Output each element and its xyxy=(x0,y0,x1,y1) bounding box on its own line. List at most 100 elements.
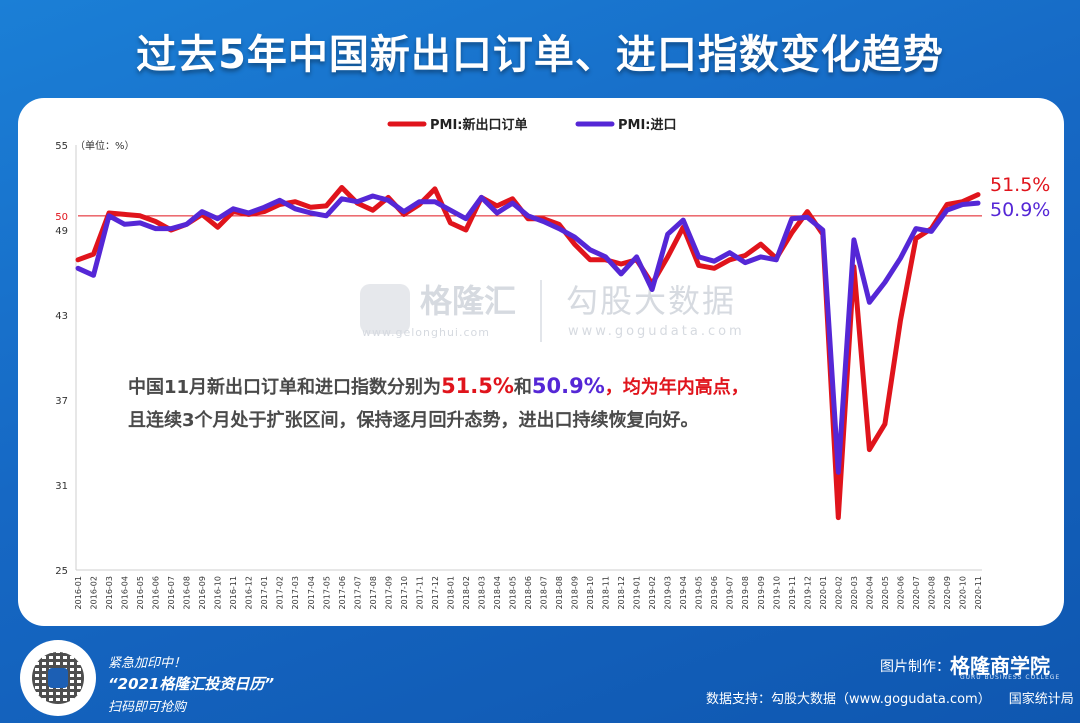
y-tick-label: 55 xyxy=(55,141,68,152)
x-tick-label: 2020-08 xyxy=(927,576,936,609)
y-unit-label: （单位：%） xyxy=(75,139,135,152)
x-tick-label: 2020-05 xyxy=(881,576,890,609)
x-tick-label: 2016-12 xyxy=(245,576,254,609)
watermark-divider xyxy=(540,280,542,342)
x-tick-label: 2017-08 xyxy=(369,576,378,609)
x-tick-label: 2016-04 xyxy=(121,576,130,609)
annotation-import-value: 50.9% xyxy=(531,374,605,398)
annotation-line-1: 中国11月新出口订单和进口指数分别为51.5%和50.9%，均为年内高点， xyxy=(128,370,749,404)
x-tick-label: 2019-11 xyxy=(788,576,797,609)
maker-brand-sub: GURU BUSINESS COLLEGE xyxy=(960,674,1061,681)
y-tick-label: 43 xyxy=(55,311,68,322)
watermark-brand-1: 格隆汇 xyxy=(420,282,517,320)
page-title: 过去5年中国新出口订单、进口指数变化趋势 xyxy=(136,32,944,78)
x-tick-label: 2018-02 xyxy=(462,576,471,609)
x-tick-label: 2019-05 xyxy=(695,576,704,609)
x-tick-label: 2020-06 xyxy=(896,576,905,609)
x-tick-label: 2017-05 xyxy=(322,576,331,609)
promo-line-3: 扫码即可抢购 xyxy=(108,700,187,715)
qr-center-logo xyxy=(48,668,68,688)
x-tick-label: 2020-07 xyxy=(912,576,921,609)
chart-panel: 格隆汇 www.gelonghui.com 勾股大数据 www.gogudata… xyxy=(18,98,1064,626)
data-source: 数据支持：勾股大数据（www.gogudata.com） 国家统计局 xyxy=(706,688,1074,707)
end-value-label-2: 50.9% xyxy=(990,199,1050,221)
x-tick-label: 2018-10 xyxy=(586,576,595,609)
x-tick-label: 2017-07 xyxy=(353,576,362,609)
x-tick-label: 2019-12 xyxy=(803,576,812,609)
line-chart: 25 31 37 43 49 50 55 （单位：%） 2016-01 2016-02 2016-0… xyxy=(55,117,1050,609)
x-tick-label: 2017-12 xyxy=(431,576,440,609)
watermark-site-1: www.gelonghui.com xyxy=(362,326,490,339)
maker-label: 图片制作： xyxy=(880,659,950,675)
legend-label-1: PMI:新出口订单 xyxy=(430,117,528,133)
x-tick-label: 2018-06 xyxy=(524,576,533,609)
gelonghui-watermark-logo xyxy=(360,284,410,334)
x-tick-label: 2018-05 xyxy=(508,576,517,609)
x-tick-label: 2017-06 xyxy=(338,576,347,609)
x-tick-label: 2016-07 xyxy=(167,576,176,609)
end-value-label-1: 51.5% xyxy=(990,174,1050,196)
x-tick-label: 2016-02 xyxy=(90,576,99,609)
x-tick-label: 2019-09 xyxy=(757,576,766,609)
x-tick-label: 2019-06 xyxy=(710,576,719,609)
x-tick-label: 2016-11 xyxy=(229,576,238,609)
x-tick-label: 2017-02 xyxy=(276,576,285,609)
y-tick-label: 37 xyxy=(55,396,68,407)
x-tick-label: 2016-05 xyxy=(136,576,145,609)
x-tick-label: 2019-10 xyxy=(772,576,781,609)
x-tick-label: 2020-04 xyxy=(865,576,874,609)
x-tick-label: 2017-09 xyxy=(384,576,393,609)
x-tick-label: 2017-10 xyxy=(400,576,409,609)
annotation-line-2: 且连续3个月处于扩张区间，保持逐月回升态势，进出口持续恢复向好。 xyxy=(128,410,699,431)
x-tick-label: 2020-11 xyxy=(974,576,983,609)
source-text: 数据支持：勾股大数据（www.gogudata.com） xyxy=(706,692,991,707)
y-tick-label: 50 xyxy=(55,212,68,223)
x-tick-label: 2018-09 xyxy=(571,576,580,609)
chart-annotation: 中国11月新出口订单和进口指数分别为51.5%和50.9%，均为年内高点， 且连… xyxy=(128,370,749,437)
x-tick-label: 2019-02 xyxy=(648,576,657,609)
series-line-2 xyxy=(75,193,981,475)
x-tick-label: 2019-01 xyxy=(633,576,642,609)
x-tick-label: 2017-11 xyxy=(415,576,424,609)
qr-code[interactable] xyxy=(20,640,96,716)
x-tick-label: 2017-01 xyxy=(260,576,269,609)
maker-brand-logo: 格隆商学院 xyxy=(950,654,1050,678)
x-tick-label: 2019-08 xyxy=(741,576,750,609)
x-tick-label: 2016-01 xyxy=(74,576,83,609)
promo-line-2: “2021格隆汇投资日历” xyxy=(108,675,275,693)
x-tick-label: 2016-03 xyxy=(105,576,114,609)
x-tick-label: 2018-11 xyxy=(602,576,611,609)
promo-line-1: 紧急加印中！ xyxy=(108,656,187,671)
x-tick-label: 2020-09 xyxy=(943,576,952,609)
x-tick-label: 2017-03 xyxy=(291,576,300,609)
y-tick-label: 25 xyxy=(55,566,68,577)
annotation-connector: 和 xyxy=(513,377,532,398)
y-tick-label: 31 xyxy=(55,481,68,492)
x-tick-label: 2018-07 xyxy=(540,576,549,609)
x-tick-label: 2019-03 xyxy=(664,576,673,609)
promo-block: 紧急加印中！ “2021格隆汇投资日历” 扫码即可抢购 xyxy=(108,652,274,715)
x-tick-label: 2018-03 xyxy=(477,576,486,609)
legend-label-2: PMI:进口 xyxy=(618,118,677,133)
x-tick-label: 2020-03 xyxy=(850,576,859,609)
x-tick-label: 2018-01 xyxy=(446,576,455,609)
series-line-1 xyxy=(75,185,981,521)
x-tick-label: 2019-04 xyxy=(679,576,688,609)
x-tick-label: 2018-08 xyxy=(555,576,564,609)
x-tick-label: 2019-07 xyxy=(726,576,735,609)
x-tick-label: 2020-01 xyxy=(819,576,828,609)
source-agency: 国家统计局 xyxy=(1008,692,1074,707)
x-tick-label: 2016-09 xyxy=(198,576,207,609)
watermark-site-2: www.gogudata.com xyxy=(568,324,745,339)
x-tick-label: 2016-10 xyxy=(214,576,223,609)
x-tick-label: 2018-04 xyxy=(493,576,502,609)
annotation-text: 中国11月新出口订单和进口指数分别为 xyxy=(128,377,442,398)
x-tick-label: 2020-02 xyxy=(834,576,843,609)
x-tick-label: 2017-04 xyxy=(307,576,316,609)
x-tick-label: 2016-08 xyxy=(183,576,192,609)
y-tick-label: 49 xyxy=(55,226,68,237)
annotation-highlight: ，均为年内高点， xyxy=(604,377,749,398)
x-tick-label: 2016-06 xyxy=(152,576,161,609)
x-tick-label: 2018-12 xyxy=(617,576,626,609)
annotation-export-value: 51.5% xyxy=(441,374,514,398)
